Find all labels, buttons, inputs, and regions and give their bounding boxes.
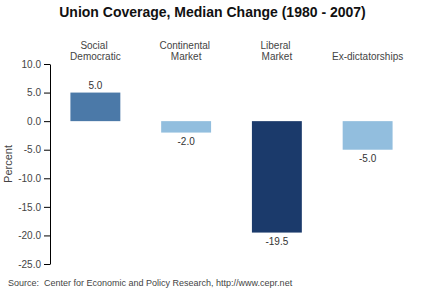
y-tick: -20.0 <box>18 230 50 241</box>
y-axis-title: Percent <box>2 145 14 183</box>
y-tick-label: -5.0 <box>24 144 42 155</box>
bar <box>70 93 120 122</box>
x-tick: Continental Market <box>159 40 212 62</box>
x-tick: Liberal Market <box>260 40 293 62</box>
y-tick-mark <box>44 207 50 208</box>
title: Union Coverage, Median Change (1980 - 20… <box>59 4 366 20</box>
bars <box>70 93 392 233</box>
y-tick-mark <box>44 121 50 122</box>
y-tick-mark <box>44 235 50 236</box>
y-tick: -25.0 <box>18 259 50 270</box>
y-tick-mark <box>44 150 50 151</box>
y-tick: 0.0 <box>27 116 50 127</box>
bar <box>161 121 211 132</box>
data-label: -19.5 <box>265 236 288 247</box>
data-label: 5.0 <box>88 80 102 91</box>
y-axis: 10.0 5.0 0.0 -5.0 -10.0 -15.0 -20.0 -25.0 <box>18 59 50 270</box>
y-tick: -15.0 <box>18 202 50 213</box>
data-labels: 5.0 -2.0 -19.5 -5.0 <box>88 80 376 247</box>
y-tick-label: -15.0 <box>18 202 41 213</box>
x-tick-label: Liberal Market <box>260 40 293 62</box>
x-axis: Social Democratic Continental Market Liber… <box>70 40 403 62</box>
bar <box>252 121 302 232</box>
y-tick: -10.0 <box>18 173 50 184</box>
plot: 10.0 5.0 0.0 -5.0 -10.0 -15.0 -20.0 -25.0 Social… <box>18 40 403 270</box>
chart: Union Coverage, Median Change (1980 - 20… <box>0 0 425 292</box>
data-label: -2.0 <box>178 136 196 147</box>
x-tick-label: Social Democratic <box>70 40 121 62</box>
y-tick: -5.0 <box>24 144 50 155</box>
y-tick-label: 5.0 <box>27 87 41 98</box>
data-label: -5.0 <box>359 153 377 164</box>
y-tick-label: -20.0 <box>18 230 41 241</box>
y-tick-label: -10.0 <box>18 173 41 184</box>
y-tick-label: -25.0 <box>18 259 41 270</box>
y-tick: 10.0 <box>22 59 50 70</box>
x-tick: Ex-dictatorships <box>332 51 403 62</box>
source: Source: Center for Economic and Policy R… <box>8 278 293 288</box>
y-axis-line <box>50 65 51 265</box>
y-tick-mark <box>44 178 50 179</box>
x-tick-label: Ex-dictatorships <box>332 51 403 62</box>
x-tick-label: Continental Market <box>159 40 212 62</box>
y-tick-mark <box>44 93 50 94</box>
y-tick-mark <box>44 264 50 265</box>
y-tick-label: 10.0 <box>22 59 42 70</box>
bar <box>343 121 393 150</box>
x-tick: Social Democratic <box>70 40 121 62</box>
y-tick-label: 0.0 <box>27 116 41 127</box>
y-tick-mark <box>44 64 50 65</box>
y-tick: 5.0 <box>27 87 50 98</box>
